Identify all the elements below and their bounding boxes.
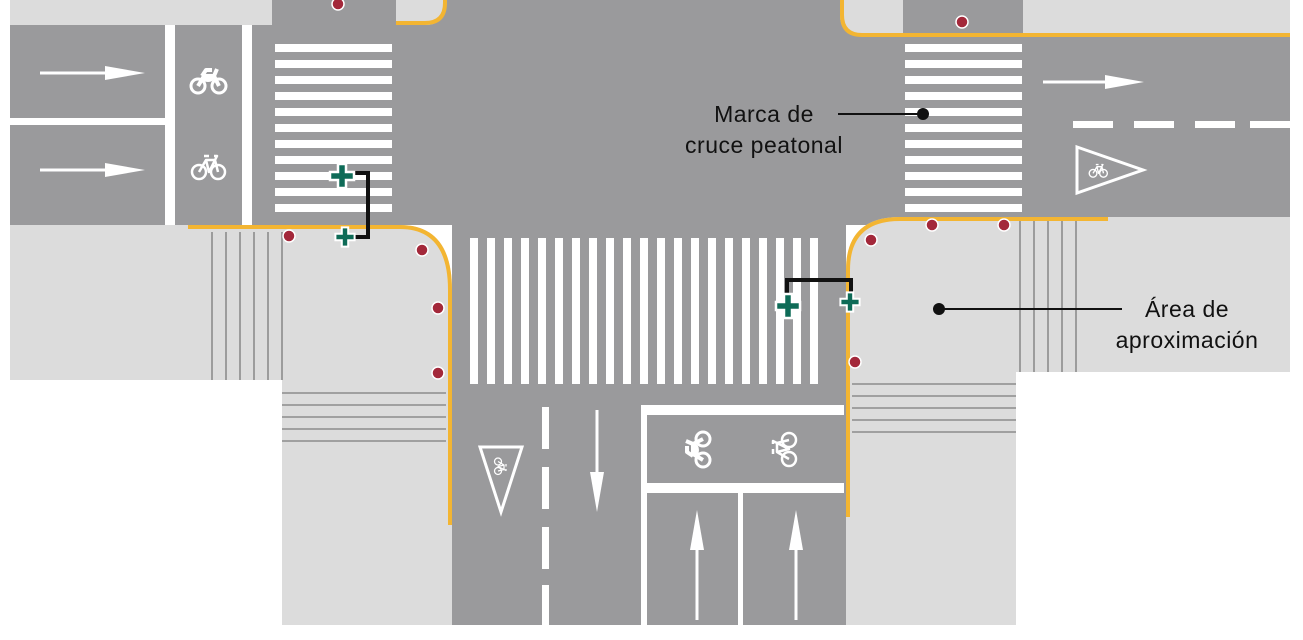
approach-area-label: Área de aproximación: [1098, 294, 1276, 356]
bollard-icon: [415, 243, 429, 257]
bollard-icon: [864, 233, 878, 247]
pedestrian-signal-south: [774, 278, 861, 320]
crosswalk-north-east: [905, 44, 1022, 212]
bollard-icon: [431, 366, 445, 380]
left-road-markings: [10, 25, 252, 225]
arrow-icon: [789, 510, 803, 620]
yield-bicycle-icon: [477, 445, 525, 517]
bollards: [282, 0, 1011, 380]
pedestrian-signal-west: [328, 162, 370, 248]
tactile-paving: [211, 220, 1077, 442]
leader-approach-area: [933, 303, 1122, 315]
arrow-icon: [40, 66, 145, 80]
crosswalk-marking-label: Marca de cruce peatonal: [664, 99, 864, 161]
crosswalk-marking-label-line1: Marca de: [714, 101, 814, 127]
curb-lines: [188, 0, 1290, 525]
crosswalk-south: [470, 238, 818, 384]
bollard-icon: [331, 0, 345, 11]
bollard-icon: [955, 15, 969, 29]
bollard-icon: [997, 218, 1011, 232]
approach-area-label-line1: Área de: [1144, 296, 1230, 322]
bollard-icon: [848, 355, 862, 369]
yield-bicycle-icon: [1075, 144, 1148, 196]
right-road-markings: [1043, 75, 1290, 196]
bollard-icon: [431, 301, 445, 315]
crosswalk-marking-label-line2: cruce peatonal: [685, 132, 843, 158]
bollard-icon: [282, 229, 296, 243]
arrow-icon: [690, 510, 704, 620]
bollard-icon: [925, 218, 939, 232]
leader-crosswalk: [838, 108, 929, 120]
arrow-icon: [1043, 75, 1144, 89]
south-road-markings: [477, 405, 844, 625]
arrow-icon: [40, 163, 145, 177]
approach-area-label-line2: aproximación: [1115, 327, 1259, 353]
crosswalk-north-west: [275, 44, 392, 212]
arrow-icon: [590, 410, 604, 512]
